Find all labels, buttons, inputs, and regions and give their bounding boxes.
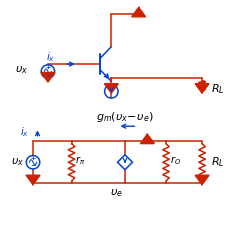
Text: $r_\pi$: $r_\pi$ — [75, 155, 85, 167]
Text: $\upsilon_e$: $\upsilon_e$ — [110, 187, 123, 199]
Text: −: − — [45, 73, 51, 79]
Text: $r_O$: $r_O$ — [170, 155, 180, 167]
Text: $\upsilon_x$: $\upsilon_x$ — [11, 156, 24, 168]
Polygon shape — [195, 175, 209, 185]
Text: $R_L$: $R_L$ — [211, 155, 224, 169]
Text: $i_x$: $i_x$ — [20, 125, 30, 139]
Text: +: + — [45, 65, 51, 70]
Text: $g_m(\upsilon_x\!-\!\upsilon_e)$: $g_m(\upsilon_x\!-\!\upsilon_e)$ — [96, 110, 154, 124]
Polygon shape — [140, 134, 154, 144]
Polygon shape — [132, 7, 146, 17]
Text: −: − — [30, 163, 36, 169]
Polygon shape — [41, 73, 55, 82]
Polygon shape — [26, 175, 40, 185]
Polygon shape — [104, 84, 118, 93]
Text: +: + — [30, 156, 36, 161]
Text: $i_x$: $i_x$ — [46, 50, 55, 64]
Text: $\upsilon_x$: $\upsilon_x$ — [15, 64, 28, 76]
Text: $R_L$: $R_L$ — [211, 82, 224, 96]
Polygon shape — [195, 84, 209, 93]
